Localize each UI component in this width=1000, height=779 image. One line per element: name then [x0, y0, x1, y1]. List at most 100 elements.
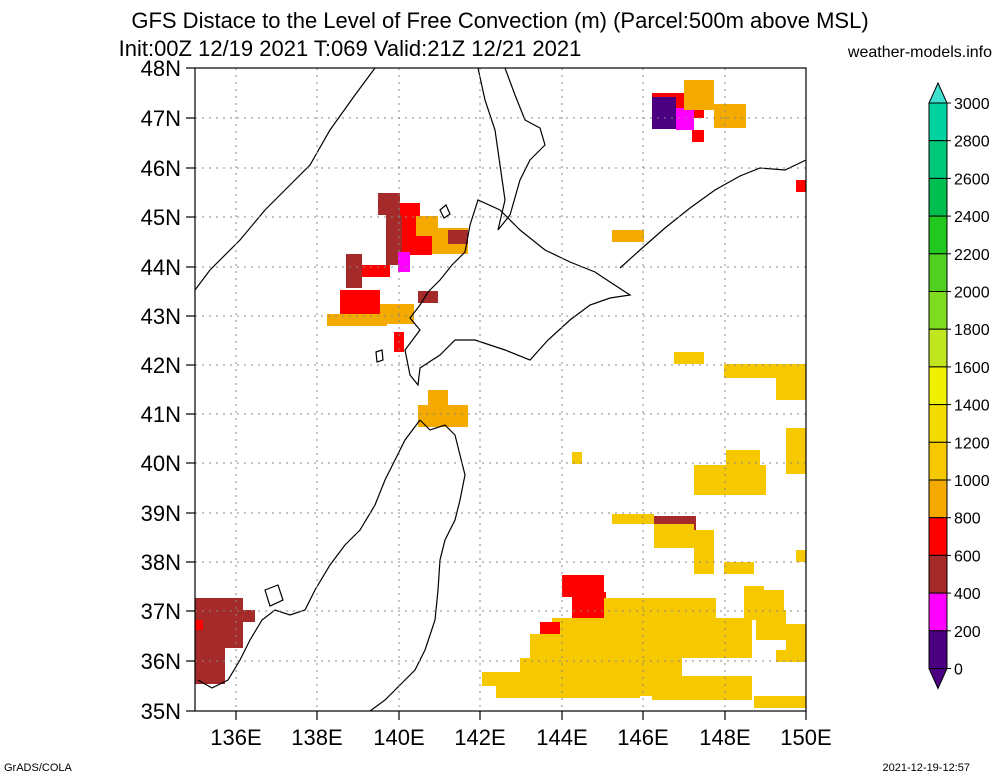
- coastlines: [195, 68, 806, 711]
- field-cell: [694, 530, 714, 574]
- lat-label: 47N: [141, 106, 181, 131]
- field-cell: [243, 610, 255, 622]
- colorbar-segment: [928, 177, 948, 217]
- map-frame: [194, 67, 807, 712]
- footer-credit: GrADS/COLA: [4, 762, 72, 774]
- lat-label: 39N: [141, 501, 181, 526]
- field-cell: [572, 592, 606, 620]
- field-cell: [327, 314, 387, 326]
- colorbar-label: 200: [954, 624, 981, 641]
- colorbar-label: 1200: [954, 435, 990, 452]
- lat-label: 43N: [141, 304, 181, 329]
- colorbar-segment: [928, 479, 948, 519]
- colorbar-segment: [928, 441, 948, 481]
- colorbar-label: 3000: [954, 96, 990, 113]
- field-cell: [694, 465, 766, 495]
- colorbar-label: 1600: [954, 360, 990, 377]
- field-cell: [346, 254, 362, 288]
- lat-labels: 48N 47N 46N 45N 44N 43N 42N 41N 40N 39N …: [141, 56, 181, 724]
- field-cell: [796, 550, 806, 562]
- field-cell: [754, 696, 806, 708]
- lat-label: 35N: [141, 699, 181, 724]
- lat-label: 37N: [141, 599, 181, 624]
- colorbar-segment: [928, 215, 948, 255]
- field-cell: [714, 104, 746, 128]
- honshu-north-coast: [369, 419, 466, 711]
- lat-label: 36N: [141, 649, 181, 674]
- colorbar-label: 2400: [954, 209, 990, 226]
- tick-marks: [186, 67, 807, 720]
- field-cell: [340, 290, 380, 316]
- lon-label: 144E: [536, 725, 587, 750]
- lon-label: 142E: [454, 725, 505, 750]
- field-cell: [362, 265, 390, 277]
- colorbar-label: 1000: [954, 473, 990, 490]
- colorbar-segment: [928, 102, 948, 142]
- field-cell: [786, 428, 806, 474]
- colorbar-label: 400: [954, 586, 981, 603]
- field-cell: [684, 80, 714, 110]
- lat-label: 46N: [141, 156, 181, 181]
- lat-label: 48N: [141, 56, 181, 81]
- lon-label: 136E: [210, 725, 261, 750]
- island-sado: [264, 584, 284, 607]
- kurils-coast: [619, 159, 806, 269]
- field-cell: [652, 676, 752, 700]
- colorbar-label: 0: [954, 662, 963, 679]
- field-cell: [572, 452, 582, 464]
- colorbar: 3000280026002400220020001800160014001200…: [928, 81, 990, 690]
- lat-label: 45N: [141, 205, 181, 230]
- field-cell: [776, 650, 806, 662]
- lat-label: 42N: [141, 353, 181, 378]
- field-cell: [776, 370, 806, 400]
- lat-label: 38N: [141, 550, 181, 575]
- colorbar-segment: [928, 328, 948, 368]
- asia-mainland-coast: [195, 68, 376, 291]
- field-cell: [195, 620, 203, 630]
- field-cell: [676, 108, 694, 130]
- colorbar-label: 2000: [954, 285, 990, 302]
- colorbar-segment: [928, 366, 948, 406]
- field-cell: [398, 252, 410, 272]
- lfc-field: [195, 80, 806, 708]
- lon-labels: 136E 138E 140E 142E 144E 146E 148E 150E: [210, 725, 831, 750]
- colorbar-segment: [928, 592, 948, 632]
- chart-title-line2: Init:00Z 12/19 2021 T:069 Valid:21Z 12/2…: [118, 36, 582, 61]
- lat-label: 40N: [141, 451, 181, 476]
- colorbar-segment: [928, 140, 948, 179]
- field-cell: [652, 97, 676, 129]
- field-cell: [692, 130, 704, 142]
- field-cell: [764, 590, 784, 620]
- lon-label: 150E: [780, 725, 831, 750]
- colorbar-label: 600: [954, 548, 981, 565]
- lon-label: 138E: [291, 725, 342, 750]
- colorbar-segment: [928, 253, 948, 293]
- island-rebun: [439, 204, 451, 219]
- colorbar-bottom-arrow: [928, 668, 948, 690]
- field-cell: [724, 562, 754, 574]
- field-cell: [796, 180, 806, 192]
- colorbar-label: 2200: [954, 247, 990, 264]
- lat-label: 44N: [141, 255, 181, 280]
- field-cell: [378, 193, 400, 215]
- colorbar-segment: [928, 291, 948, 330]
- field-cell: [448, 230, 468, 244]
- field-cell: [400, 203, 420, 233]
- field-cell: [496, 684, 576, 698]
- field-cell: [380, 304, 414, 324]
- colorbar-segment: [928, 517, 948, 556]
- field-cell: [562, 575, 604, 597]
- field-cell: [418, 405, 468, 427]
- lat-label: 41N: [141, 402, 181, 427]
- field-cell: [654, 524, 694, 548]
- field-cell: [402, 233, 432, 255]
- lon-label: 146E: [617, 725, 668, 750]
- field-cell: [195, 640, 225, 684]
- footer-timestamp: 2021-12-19-12:57: [882, 762, 970, 774]
- colorbar-top-arrow: [928, 81, 948, 104]
- honshu-west-coast: [197, 419, 421, 689]
- lon-label: 140E: [373, 725, 424, 750]
- field-cell: [612, 230, 644, 242]
- island-okushiri: [375, 349, 384, 363]
